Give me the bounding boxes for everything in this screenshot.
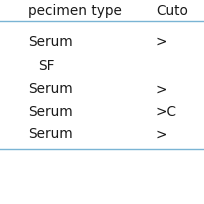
Text: SF: SF [38, 58, 54, 72]
Text: Serum: Serum [28, 35, 72, 49]
Text: Serum: Serum [28, 82, 72, 96]
Text: >: > [155, 82, 166, 96]
Text: >: > [155, 35, 166, 49]
Text: Serum: Serum [28, 104, 72, 118]
Text: pecimen type: pecimen type [28, 4, 121, 18]
Text: >C: >C [155, 104, 176, 118]
Text: Cuto: Cuto [155, 4, 187, 18]
Text: Serum: Serum [28, 127, 72, 141]
Text: >: > [155, 127, 166, 141]
